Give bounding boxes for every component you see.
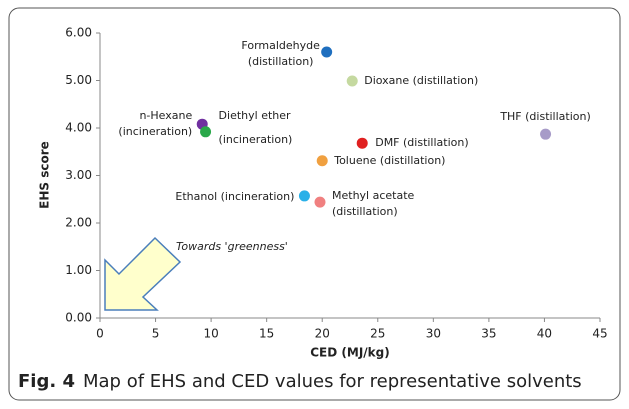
caption: Fig. 4 Map of EHS and CED values for repr…	[18, 371, 582, 392]
point	[321, 46, 333, 58]
greenness-arrow	[104, 236, 182, 311]
y-tick-label: 3.00	[65, 168, 92, 182]
y-tick-label: 2.00	[65, 216, 92, 230]
x-tick-label: 15	[259, 327, 274, 341]
point	[356, 137, 368, 149]
y-tick-label: 5.00	[65, 73, 92, 87]
point-label: (distillation)	[248, 55, 314, 68]
point-label: (incineration)	[219, 133, 293, 146]
point	[200, 126, 212, 138]
point	[298, 190, 310, 202]
point-label: Diethyl ether	[219, 109, 291, 122]
point-label: n-Hexane	[139, 109, 192, 122]
y-tick-label: 0.00	[65, 311, 92, 325]
annotation: Towards 'greenness'	[176, 240, 288, 253]
y-tick-label: 6.00	[65, 26, 92, 40]
point	[346, 75, 358, 87]
point-label: Dioxane (distillation)	[364, 74, 478, 87]
frame	[8, 7, 621, 401]
caption-text: Map of EHS and CED values for representa…	[83, 371, 582, 392]
point-label: Formaldehyde	[241, 39, 320, 52]
point-label: Methyl acetate	[332, 189, 415, 202]
y-tick-label: 1.00	[65, 263, 92, 277]
point-label: Ethanol (incineration)	[175, 190, 294, 203]
x-tick-label: 25	[370, 327, 385, 341]
caption-label: Fig. 4	[18, 371, 75, 392]
point-label: Toluene (distillation)	[333, 154, 445, 167]
point-label: (distillation)	[332, 205, 398, 218]
y-axis-title: EHS score	[38, 141, 52, 209]
point-label: (incineration)	[118, 125, 192, 138]
point	[316, 155, 328, 167]
point-label: THF (distillation)	[499, 110, 590, 123]
x-tick-label: 40	[537, 327, 552, 341]
x-tick-label: 45	[592, 327, 607, 341]
x-tick-label: 35	[481, 327, 496, 341]
point	[314, 196, 326, 208]
x-tick-label: 10	[203, 327, 218, 341]
x-tick-label: 20	[315, 327, 330, 341]
y-tick-label: 4.00	[65, 121, 92, 135]
x-tick-label: 0	[96, 327, 104, 341]
x-tick-label: 30	[426, 327, 441, 341]
x-tick-label: 5	[152, 327, 160, 341]
point	[540, 128, 552, 140]
x-axis-title: CED (MJ/kg)	[310, 346, 389, 360]
point-label: DMF (distillation)	[375, 136, 468, 149]
